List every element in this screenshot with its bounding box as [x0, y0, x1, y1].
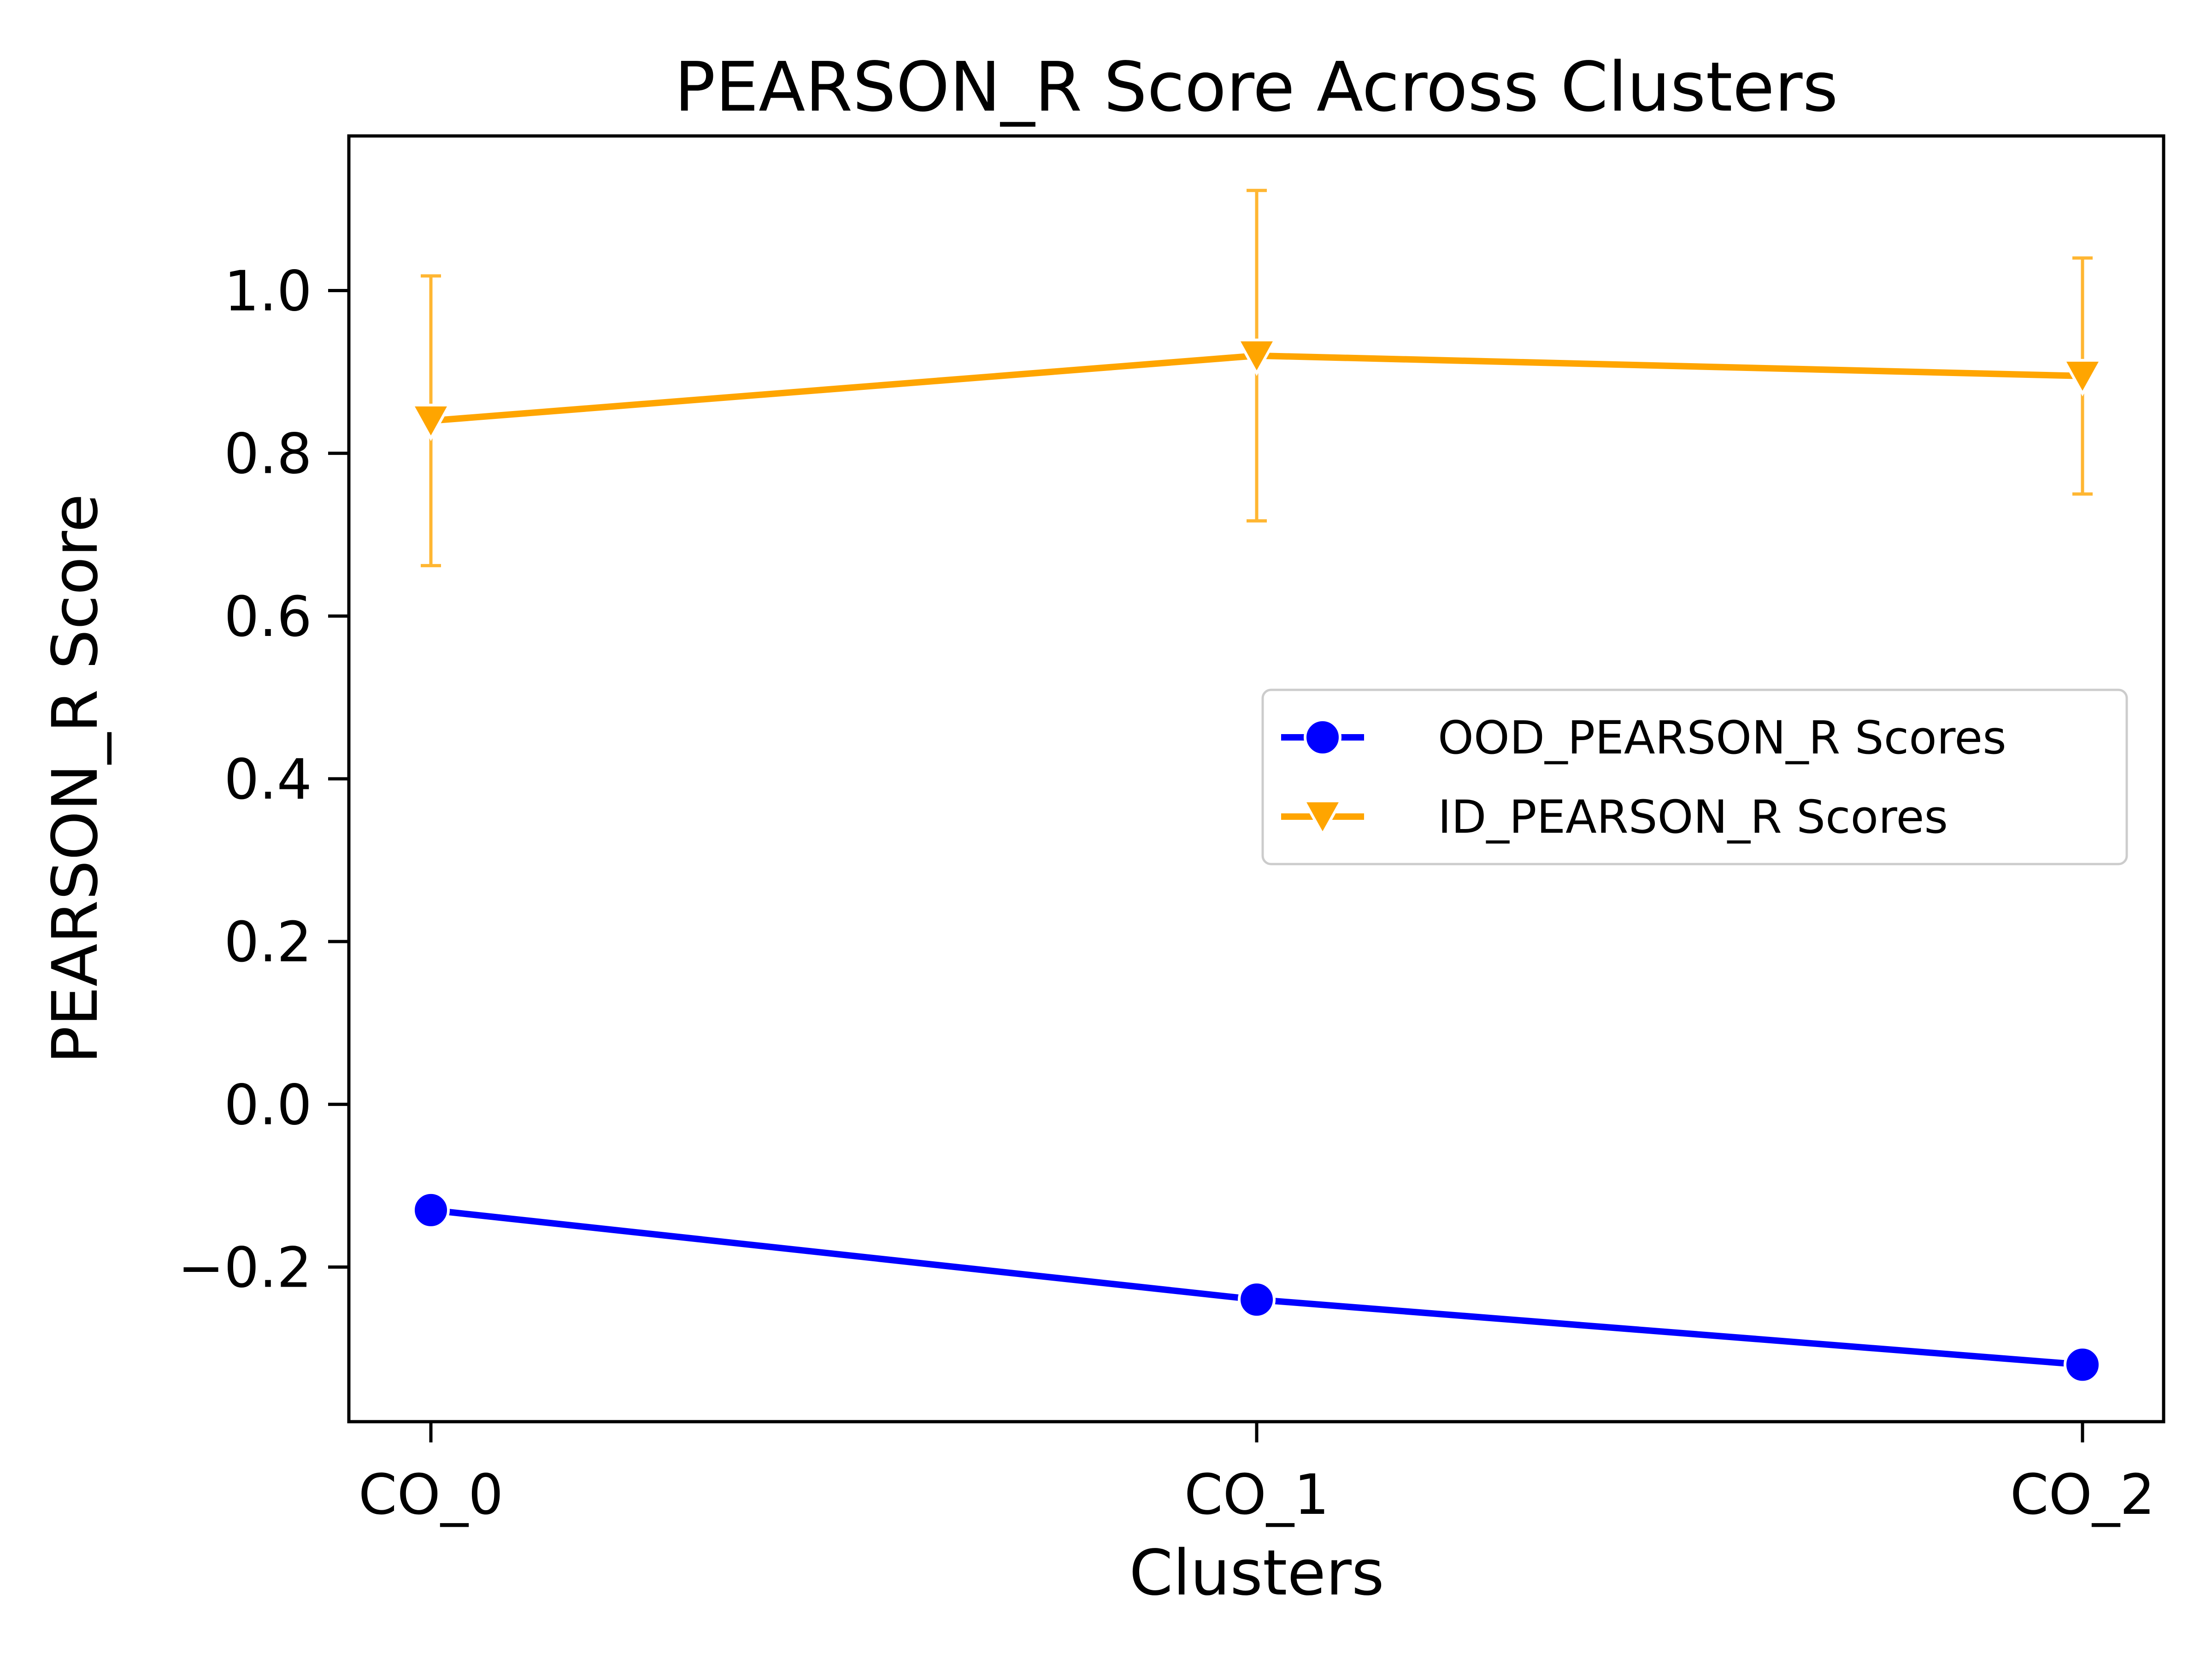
- legend-item: ID_PEARSON_R Scores: [1281, 791, 1948, 844]
- x-tick-label: CO_2: [2010, 1463, 2155, 1527]
- y-tick-label: 0.8: [224, 423, 312, 487]
- y-tick-label: −0.2: [178, 1236, 312, 1300]
- legend-label: OOD_PEARSON_R Scores: [1438, 712, 2006, 765]
- data-point: [1301, 800, 1344, 837]
- y-tick-label: 1.0: [224, 260, 312, 324]
- data-point: [410, 404, 452, 441]
- y-axis-label: PEARSON_R Score: [39, 494, 112, 1064]
- legend-item: OOD_PEARSON_R Scores: [1281, 712, 2006, 765]
- data-point: [1238, 1281, 1276, 1319]
- data-point: [1235, 338, 1278, 376]
- legend: OOD_PEARSON_R Scores ID_PEARSON_R Scores: [1261, 688, 2128, 865]
- legend-label: ID_PEARSON_R Scores: [1438, 791, 1948, 844]
- x-axis-label: Clusters: [1129, 1537, 1384, 1610]
- plot-area: [410, 188, 2104, 1384]
- data-point: [412, 1191, 450, 1229]
- data-point: [2061, 359, 2104, 397]
- chart-title: PEARSON_R Score Across Clusters: [674, 47, 1838, 127]
- y-tick-label: 0.4: [224, 748, 312, 812]
- data-point: [1304, 718, 1341, 756]
- y-tick-label: 0.0: [224, 1073, 312, 1137]
- data-point: [2064, 1346, 2101, 1384]
- x-tick-label: CO_1: [1184, 1463, 1330, 1527]
- legend-box: [1261, 688, 2128, 865]
- axis-ticks: CO_0 CO_1 CO_2 −0.2 0.0 0.2 0.4 0.6 0.8 1.0: [178, 260, 2155, 1527]
- series-id: [410, 188, 2104, 567]
- series-ood: [412, 1191, 2101, 1384]
- x-tick-label: CO_0: [359, 1463, 504, 1527]
- y-tick-label: 0.2: [224, 911, 312, 975]
- y-tick-label: 0.6: [224, 585, 312, 649]
